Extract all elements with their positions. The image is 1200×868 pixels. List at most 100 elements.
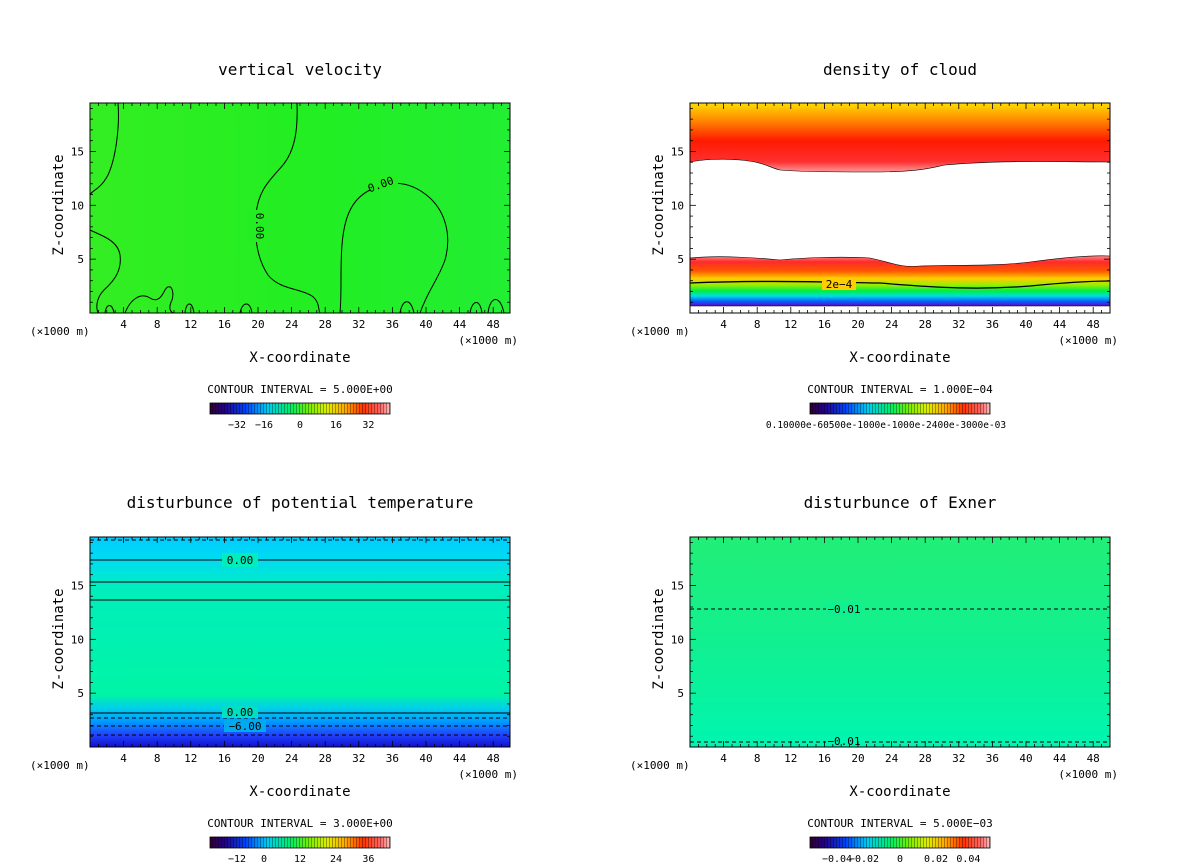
panel4-xtick-label: 28 [919,752,932,765]
panel-exner: disturbunce of Exner −0.01 −0.01 4 8 12 16 2… [630,493,1118,865]
panel2-x-unit-left: (×1000 m) [630,325,690,338]
panel1-title: vertical velocity [218,60,382,79]
panel4-colorbar-label: 0 [897,854,903,865]
panel2-xlabel: X-coordinate [849,350,950,366]
panel4-colorbar-label: 0.02 [924,854,948,865]
panel3-label-bg-2 [222,706,258,718]
panel3-xtick-label: 40 [419,752,432,765]
panel3-xtick-label: 24 [285,752,299,765]
panel4-contour-label-1: −0.01 [827,603,860,616]
panel2-xtick-label: 24 [885,318,899,331]
panel3-colorbar-label: 36 [362,854,374,865]
panel2-colorbar-frame [809,402,991,415]
panel1-xtick-label: 40 [419,318,432,331]
panel4-ytick-label: 15 [671,579,684,592]
panel1-xtick-label: 48 [487,318,500,331]
panel4-ytick-label: 5 [677,687,684,700]
panel4-xtick-label: 32 [952,752,965,765]
panel3-colorbar-frame [209,836,391,849]
panel4-colorbar-label: −0.02 [849,854,879,865]
panel-potential-temperature: disturbunce of potential temperature 0.0… [30,493,518,865]
panel4-colorbar-label: 0.04 [956,854,980,865]
panel4-colorbar-frame [809,836,991,849]
panel3-xtick-label: 12 [184,752,197,765]
panel2-xtick-label: 16 [818,318,831,331]
panel1-xtick-label: 36 [386,318,399,331]
panel4-x-unit-right: (×1000 m) [1058,768,1118,781]
panel4-title: disturbunce of Exner [804,493,997,512]
panel3-x-unit-left: (×1000 m) [30,759,90,772]
panel2-contour-interval: CONTOUR INTERVAL = 1.000E−04 [807,383,993,396]
panel3-colorbar-label: −12 [228,854,246,865]
panel3-xtick-label: 16 [218,752,231,765]
panel2-ylabel: Z-coordinate [651,154,667,255]
panel1-colorbar-label: 32 [362,420,374,431]
panel1-xtick-label: 24 [285,318,299,331]
panel3-xtick-label: 20 [251,752,264,765]
panel4-label-bg-1 [826,602,862,616]
panel3-colorbar-stripes [210,837,390,848]
panel3-ylabel: Z-coordinate [51,588,67,689]
panel4-field [690,537,1110,747]
panel3-x-unit-right: (×1000 m) [458,768,518,781]
panel4-x-unit-left: (×1000 m) [630,759,690,772]
panel3-xtick-label: 48 [487,752,500,765]
panel3-field [90,537,510,747]
panel1-xtick-label: 12 [184,318,197,331]
panel4-xtick-label: 4 [720,752,727,765]
panel3-label-bg-3 [224,720,266,732]
panel1-x-unit-left: (×1000 m) [30,325,90,338]
panel3-title: disturbunce of potential temperature [127,493,474,512]
panel3-contour-interval: CONTOUR INTERVAL = 3.000E+00 [207,817,392,830]
panel2-xtick-label: 12 [784,318,797,331]
panel3-contours [90,539,510,736]
panel3-ytick-label: 5 [77,687,84,700]
panel1-x-unit-right: (×1000 m) [458,334,518,347]
panel3-contour-label-2: 0.00 [227,706,254,719]
panel4-xtick-label: 8 [754,752,761,765]
panel3-colorbar-label: 12 [294,854,306,865]
panel4-contours [690,608,1110,743]
panel3-colorbar-label: 0 [261,854,267,865]
panel4-xtick-label: 48 [1087,752,1100,765]
panel4-xtick-label: 16 [818,752,831,765]
panel1-field [90,103,510,313]
panel2-colorbar-label: 0.10000e-60500e-1000e-1000e-2400e-3000e-… [766,420,1006,431]
panel1-colorbar-frame [209,402,391,415]
panel4-ytick-label: 10 [671,633,684,646]
panel1-ytick-label: 15 [71,145,84,158]
panel3-xtick-label: 4 [120,752,127,765]
panel2-xtick-label: 8 [754,318,761,331]
panel1-xtick-label: 32 [352,318,365,331]
panel3-xtick-label: 44 [453,752,467,765]
panel1-colorbar-label: −16 [255,420,273,431]
panel2-label-bg [822,277,856,290]
panel1-xtick-label: 44 [453,318,467,331]
panel2-contour-2e4 [689,280,1111,289]
panel2-xtick-label: 36 [986,318,999,331]
panel1-xtick-label: 4 [120,318,127,331]
panel3-contour-label-1: 0.00 [227,554,254,567]
panel4-xtick-label: 24 [885,752,899,765]
panel4-contour-label-2: −0.01 [827,735,860,748]
panel4-colorbar-stripes [810,837,990,848]
panel1-ylabel: Z-coordinate [51,154,67,255]
panel4-xtick-label: 40 [1019,752,1032,765]
panel1-label-bg-2 [366,176,398,190]
panel3-ytick-label: 10 [71,633,84,646]
panel-vertical-velocity: vertical velocity 0.00 0.00 4 8 12 16 20 24 28… [30,60,518,431]
panel1-colorbar-label: 0 [297,420,303,431]
panel4-xlabel: X-coordinate [849,784,950,800]
panel1-xtick-label: 28 [319,318,332,331]
panel2-title: density of cloud [823,60,977,79]
panel2-xtick-label: 48 [1087,318,1100,331]
panel2-xtick-label: 4 [720,318,727,331]
panel1-colorbar-label: 16 [330,420,342,431]
panel3-xtick-label: 36 [386,752,399,765]
panel4-label-bg-2 [826,736,862,747]
panel1-colorbar-stripes [210,403,390,414]
